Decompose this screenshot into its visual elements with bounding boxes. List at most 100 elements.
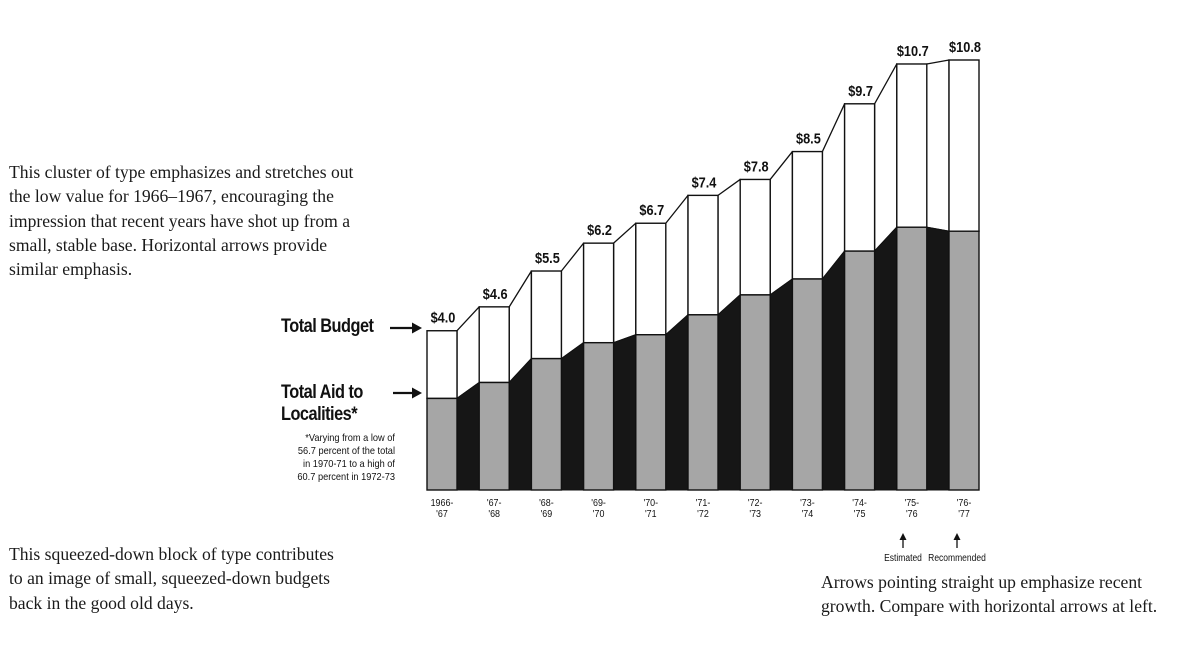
- tick-label: '73-'74: [800, 497, 815, 520]
- value-label: $8.5: [796, 131, 821, 147]
- budget-bar: [687, 194, 719, 316]
- tick-labels: 1966-'67 '67-'68 '68-'69 '69-'70 '70-'71 '71-…: [431, 497, 972, 520]
- tick-label-line: '68-: [539, 497, 554, 509]
- aid-bar: [791, 278, 824, 491]
- aid-bar: [896, 226, 928, 491]
- value-label: $4.6: [483, 286, 508, 302]
- aid-bar: [582, 341, 615, 491]
- value-label: $7.4: [692, 175, 717, 191]
- total-aid-label: Total Aid to Localities*: [281, 382, 363, 426]
- aid-bar: [635, 334, 667, 491]
- budget-bar: [791, 150, 824, 280]
- aid-connector: [769, 278, 793, 491]
- value-label: $4.0: [431, 310, 456, 326]
- label-arrows: [390, 322, 961, 548]
- aid-connector: [874, 225, 898, 491]
- value-label: $7.8: [744, 159, 769, 175]
- tick-label: '71-'72: [696, 497, 711, 520]
- total-budget-arrow-head: [412, 322, 422, 334]
- value-label: $6.7: [639, 203, 664, 219]
- tick-label-line: '76: [906, 508, 918, 520]
- total-aid-line2: Localities*: [281, 404, 358, 425]
- tick-label-line: '67-: [487, 497, 502, 509]
- tick-label: '67-'68: [487, 497, 502, 520]
- tick-label-line: '75: [854, 508, 866, 520]
- budget-connector: [769, 150, 794, 296]
- annotation-bottom-left: This squeezed-down block of type contrib…: [9, 544, 334, 613]
- value-label: $10.8: [949, 39, 981, 55]
- total-budget-label: Total Budget: [281, 316, 374, 338]
- value-labels: $4.0 $4.6 $5.5 $6.2 $6.7 $7.4 $7.8 $8.5 $9.7 $10.…: [431, 39, 982, 326]
- budget-bar: [582, 242, 615, 344]
- aid-bar: [739, 294, 771, 491]
- tick-label-line: 1966-: [431, 497, 454, 509]
- tick-label-line: '73: [749, 508, 761, 520]
- tick-label-line: '73-: [800, 497, 815, 509]
- value-label: $10.7: [897, 43, 929, 59]
- aid-connector: [821, 249, 846, 491]
- tick-label-line: '76-: [957, 497, 972, 509]
- tick-label: '68-'69: [539, 497, 554, 520]
- aid-bar: [478, 381, 510, 491]
- tick-label-line: '75-: [905, 497, 920, 509]
- budget-bar: [896, 63, 928, 228]
- aid-bar: [426, 397, 458, 491]
- tick-label-line: '68: [488, 508, 500, 520]
- tick-label-line: '70: [593, 508, 605, 520]
- budget-connector: [665, 194, 689, 336]
- aid-bar: [948, 230, 980, 491]
- aid-footnote: *Varying from a low of 56.7 percent of t…: [297, 432, 395, 483]
- aid-connector: [926, 226, 950, 491]
- budget-connector: [612, 222, 637, 344]
- aid-connector: [613, 334, 637, 491]
- aid-connector: [665, 313, 689, 491]
- budget-bar: [948, 59, 980, 232]
- bar-sides: [456, 59, 950, 491]
- budget-connector: [873, 63, 898, 252]
- budget-bar: [739, 178, 771, 296]
- budget-bar: [843, 103, 876, 252]
- budget-bar: [426, 330, 458, 400]
- tick-label-line: '71: [645, 508, 657, 520]
- total-aid-line1: Total Aid to: [281, 382, 363, 403]
- tick-label-line: '77: [958, 508, 970, 520]
- tick-label-line: '71-: [696, 497, 711, 509]
- estimated-label: Estimated: [884, 553, 922, 564]
- annotation-bottom-right: Arrows pointing straight up emphasize re…: [821, 572, 1158, 617]
- tick-label-line: '67: [436, 508, 448, 520]
- budget-connector: [560, 242, 585, 360]
- aid-bar: [687, 314, 719, 491]
- aid-bar: [843, 250, 876, 491]
- aid-bar: [530, 357, 563, 491]
- budget-connector: [717, 178, 741, 316]
- tick-label-line: '74: [802, 508, 814, 520]
- tick-label: '69-'70: [591, 497, 606, 520]
- value-label: $6.2: [587, 222, 612, 238]
- value-label: $9.7: [848, 83, 873, 99]
- tick-label: 1966-'67: [431, 497, 454, 520]
- tick-label-line: '74-: [852, 497, 867, 509]
- budget-bar: [635, 222, 667, 336]
- tick-label: '72-'73: [748, 497, 763, 520]
- tick-label: '70-'71: [644, 497, 659, 520]
- total-budget-text: Total Budget: [281, 316, 374, 337]
- bars: [426, 59, 980, 491]
- budget-bar: [530, 270, 563, 360]
- recommended-arrow-head: [953, 533, 961, 540]
- total-aid-arrow-head: [412, 387, 422, 399]
- tick-label-line: '70-: [644, 497, 659, 509]
- budget-connector: [821, 103, 846, 280]
- budget-bar: [478, 306, 510, 384]
- tick-label-line: '72-: [748, 497, 763, 509]
- estimated-arrow-head: [899, 533, 907, 540]
- tick-label-line: '69: [541, 508, 553, 520]
- tick-label: '75-'76: [905, 497, 920, 520]
- aid-connector: [560, 341, 585, 491]
- annotation-top-left: This cluster of type emphasizes and stre…: [9, 162, 354, 280]
- tick-label-line: '72: [697, 508, 709, 520]
- tick-label: '74-'75: [852, 497, 867, 520]
- budget-connector: [926, 59, 950, 232]
- tick-label-line: '69-: [591, 497, 606, 509]
- tick-label: '76-'77: [957, 497, 972, 520]
